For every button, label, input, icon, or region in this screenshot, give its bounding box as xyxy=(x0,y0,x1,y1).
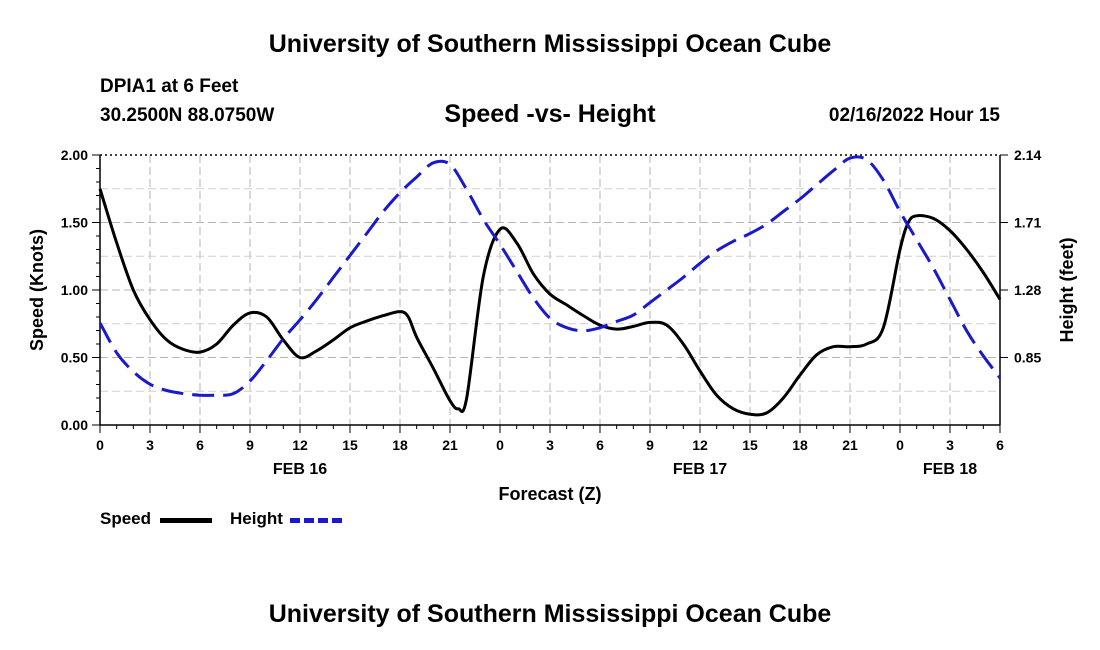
y2-tick-label: 1.71 xyxy=(1014,215,1041,231)
main-title: University of Southern Mississippi Ocean… xyxy=(268,30,832,58)
day-label: FEB 17 xyxy=(673,461,727,478)
x-tick-label: 3 xyxy=(946,437,954,453)
speed-height-chart: 0 3 6 9 12 15 18 21 0 3 6 9 12 15 18 21 0 3 6 FEB 16 FEB 17 F… xyxy=(27,147,1077,504)
ticks xyxy=(92,154,1008,433)
y-axis-label: Speed (Knots) xyxy=(27,229,47,351)
legend-speed-label: Speed xyxy=(100,509,152,528)
axis-labels: 0 3 6 9 12 15 18 21 0 3 6 9 12 15 18 21 0 3 6 FEB 16 FEB 17 F… xyxy=(27,147,1077,504)
x-tick-label: 9 xyxy=(646,437,654,453)
grid xyxy=(100,155,1000,425)
x-tick-label: 0 xyxy=(896,437,904,453)
x-tick-label: 6 xyxy=(196,437,204,453)
footer-title: University of Southern Mississippi Ocean… xyxy=(268,600,832,628)
x-tick-label: 12 xyxy=(292,437,308,453)
y-tick-label: 2.00 xyxy=(61,147,88,163)
x-tick-label: 21 xyxy=(842,437,858,453)
y2-tick-label: 2.14 xyxy=(1014,147,1041,163)
height-series-line xyxy=(98,155,1002,397)
speed-series-line xyxy=(98,188,1002,417)
x-tick-label: 18 xyxy=(792,437,808,453)
x-tick-label: 6 xyxy=(996,437,1004,453)
y-tick-label: 0.00 xyxy=(61,417,88,433)
x-axis-label: Forecast (Z) xyxy=(498,484,601,504)
x-tick-label: 15 xyxy=(342,437,358,453)
legend-speed-swatch xyxy=(160,518,212,523)
y-tick-label: 0.50 xyxy=(61,350,88,366)
day-label: FEB 18 xyxy=(923,461,977,478)
y-tick-label: 1.50 xyxy=(61,215,88,231)
x-tick-label: 3 xyxy=(546,437,554,453)
legend-height-swatch xyxy=(290,518,342,523)
x-tick-label: 12 xyxy=(692,437,708,453)
x-tick-label: 9 xyxy=(246,437,254,453)
day-label: FEB 16 xyxy=(273,461,327,478)
legend-height-label: Height xyxy=(230,509,283,528)
y-tick-label: 1.00 xyxy=(61,282,88,298)
x-tick-label: 0 xyxy=(496,437,504,453)
y2-tick-label: 1.28 xyxy=(1014,282,1041,298)
y2-tick-label: 0.85 xyxy=(1014,350,1041,366)
forecast-datetime: 02/16/2022 Hour 15 xyxy=(828,105,1000,126)
station-label: DPIA1 at 6 Feet xyxy=(100,76,239,97)
x-tick-label: 21 xyxy=(442,437,458,453)
x-tick-label: 3 xyxy=(146,437,154,453)
y2-axis-label: Height (feet) xyxy=(1057,238,1077,343)
chart-title: Speed -vs- Height xyxy=(444,100,656,128)
x-tick-label: 6 xyxy=(596,437,604,453)
series-lines xyxy=(98,155,1002,417)
x-tick-label: 18 xyxy=(392,437,408,453)
x-tick-label: 0 xyxy=(96,437,104,453)
coordinates-label: 30.2500N 88.0750W xyxy=(100,105,275,126)
x-tick-label: 15 xyxy=(742,437,758,453)
